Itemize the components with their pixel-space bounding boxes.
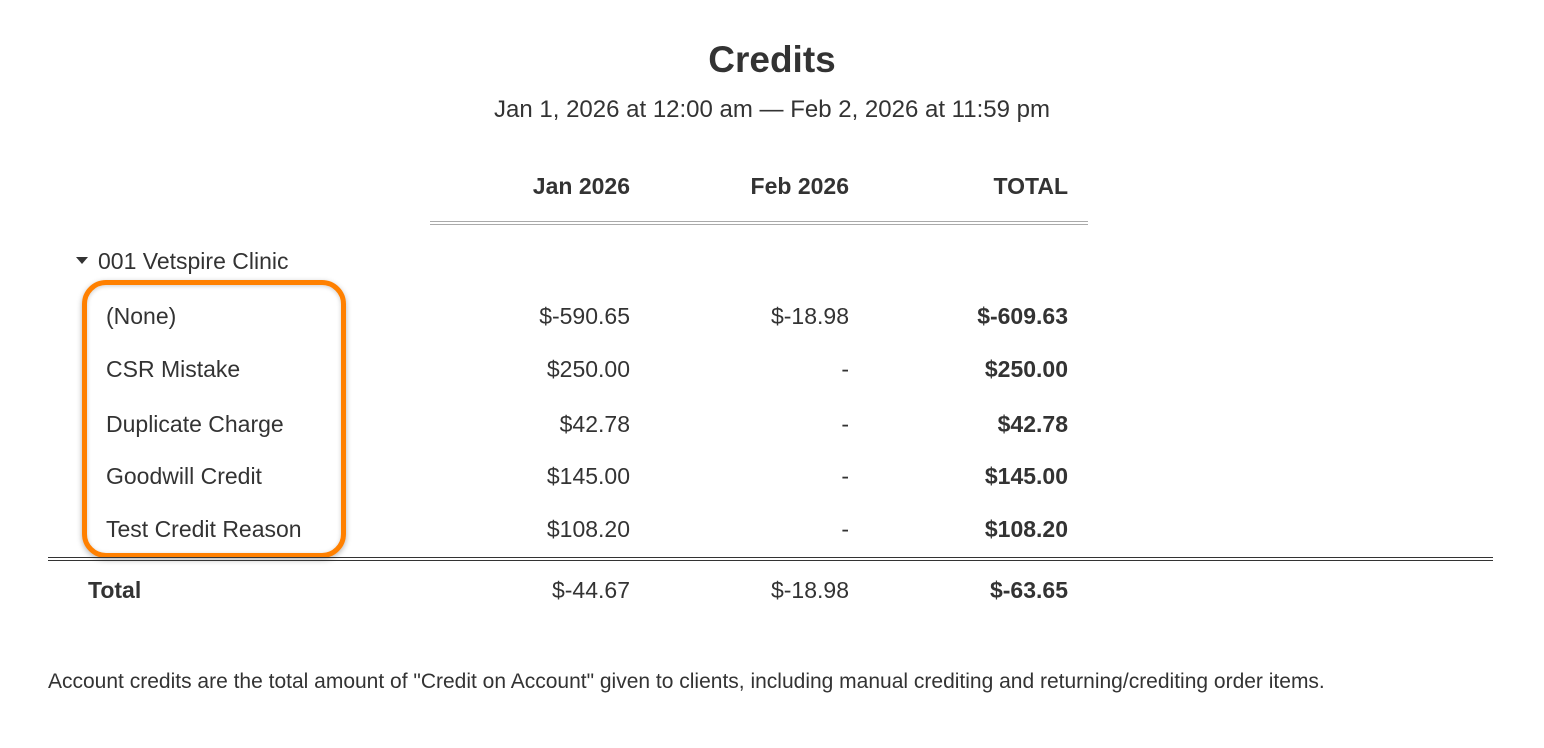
row-total-value: $42.78 [997, 411, 1068, 437]
row-total-value: $250.00 [984, 356, 1068, 382]
row-total-value: $108.20 [984, 516, 1068, 542]
row-feb-value: - [841, 356, 849, 382]
column-header-total: TOTAL [993, 173, 1068, 199]
total-jan: $-44.67 [551, 577, 630, 603]
total-feb: $-18.98 [770, 577, 849, 603]
report-title: Credits [708, 39, 836, 80]
row-feb-value: $-18.98 [770, 303, 849, 329]
highlight-box [82, 280, 346, 558]
row-jan-value: $250.00 [546, 356, 630, 382]
caret-down-icon[interactable] [76, 257, 88, 264]
footnote: Account credits are the total amount of … [48, 670, 1325, 693]
row-label: Duplicate Charge [106, 411, 284, 437]
row-total-value: $145.00 [984, 463, 1068, 489]
date-range: Jan 1, 2026 at 12:00 am — Feb 2, 2026 at… [494, 96, 1050, 123]
total-total: $-63.65 [989, 577, 1068, 603]
row-jan-value: $108.20 [546, 516, 630, 542]
row-total-value: $-609.63 [977, 303, 1068, 329]
total-label: Total [88, 577, 142, 603]
header-divider [430, 221, 1088, 225]
row-feb-value: - [841, 411, 849, 437]
column-header-jan: Jan 2026 [532, 173, 630, 199]
row-feb-value: - [841, 516, 849, 542]
row-label: Goodwill Credit [106, 463, 262, 489]
row-label: CSR Mistake [106, 356, 241, 382]
row-label: Test Credit Reason [106, 516, 302, 542]
row-jan-value: $-590.65 [539, 303, 630, 329]
row-label: (None) [106, 303, 177, 329]
column-header-feb: Feb 2026 [750, 173, 849, 199]
row-jan-value: $42.78 [559, 411, 630, 437]
row-jan-value: $145.00 [546, 463, 630, 489]
total-divider [48, 557, 1493, 561]
row-feb-value: - [841, 463, 849, 489]
group-label[interactable]: 001 Vetspire Clinic [98, 248, 289, 274]
